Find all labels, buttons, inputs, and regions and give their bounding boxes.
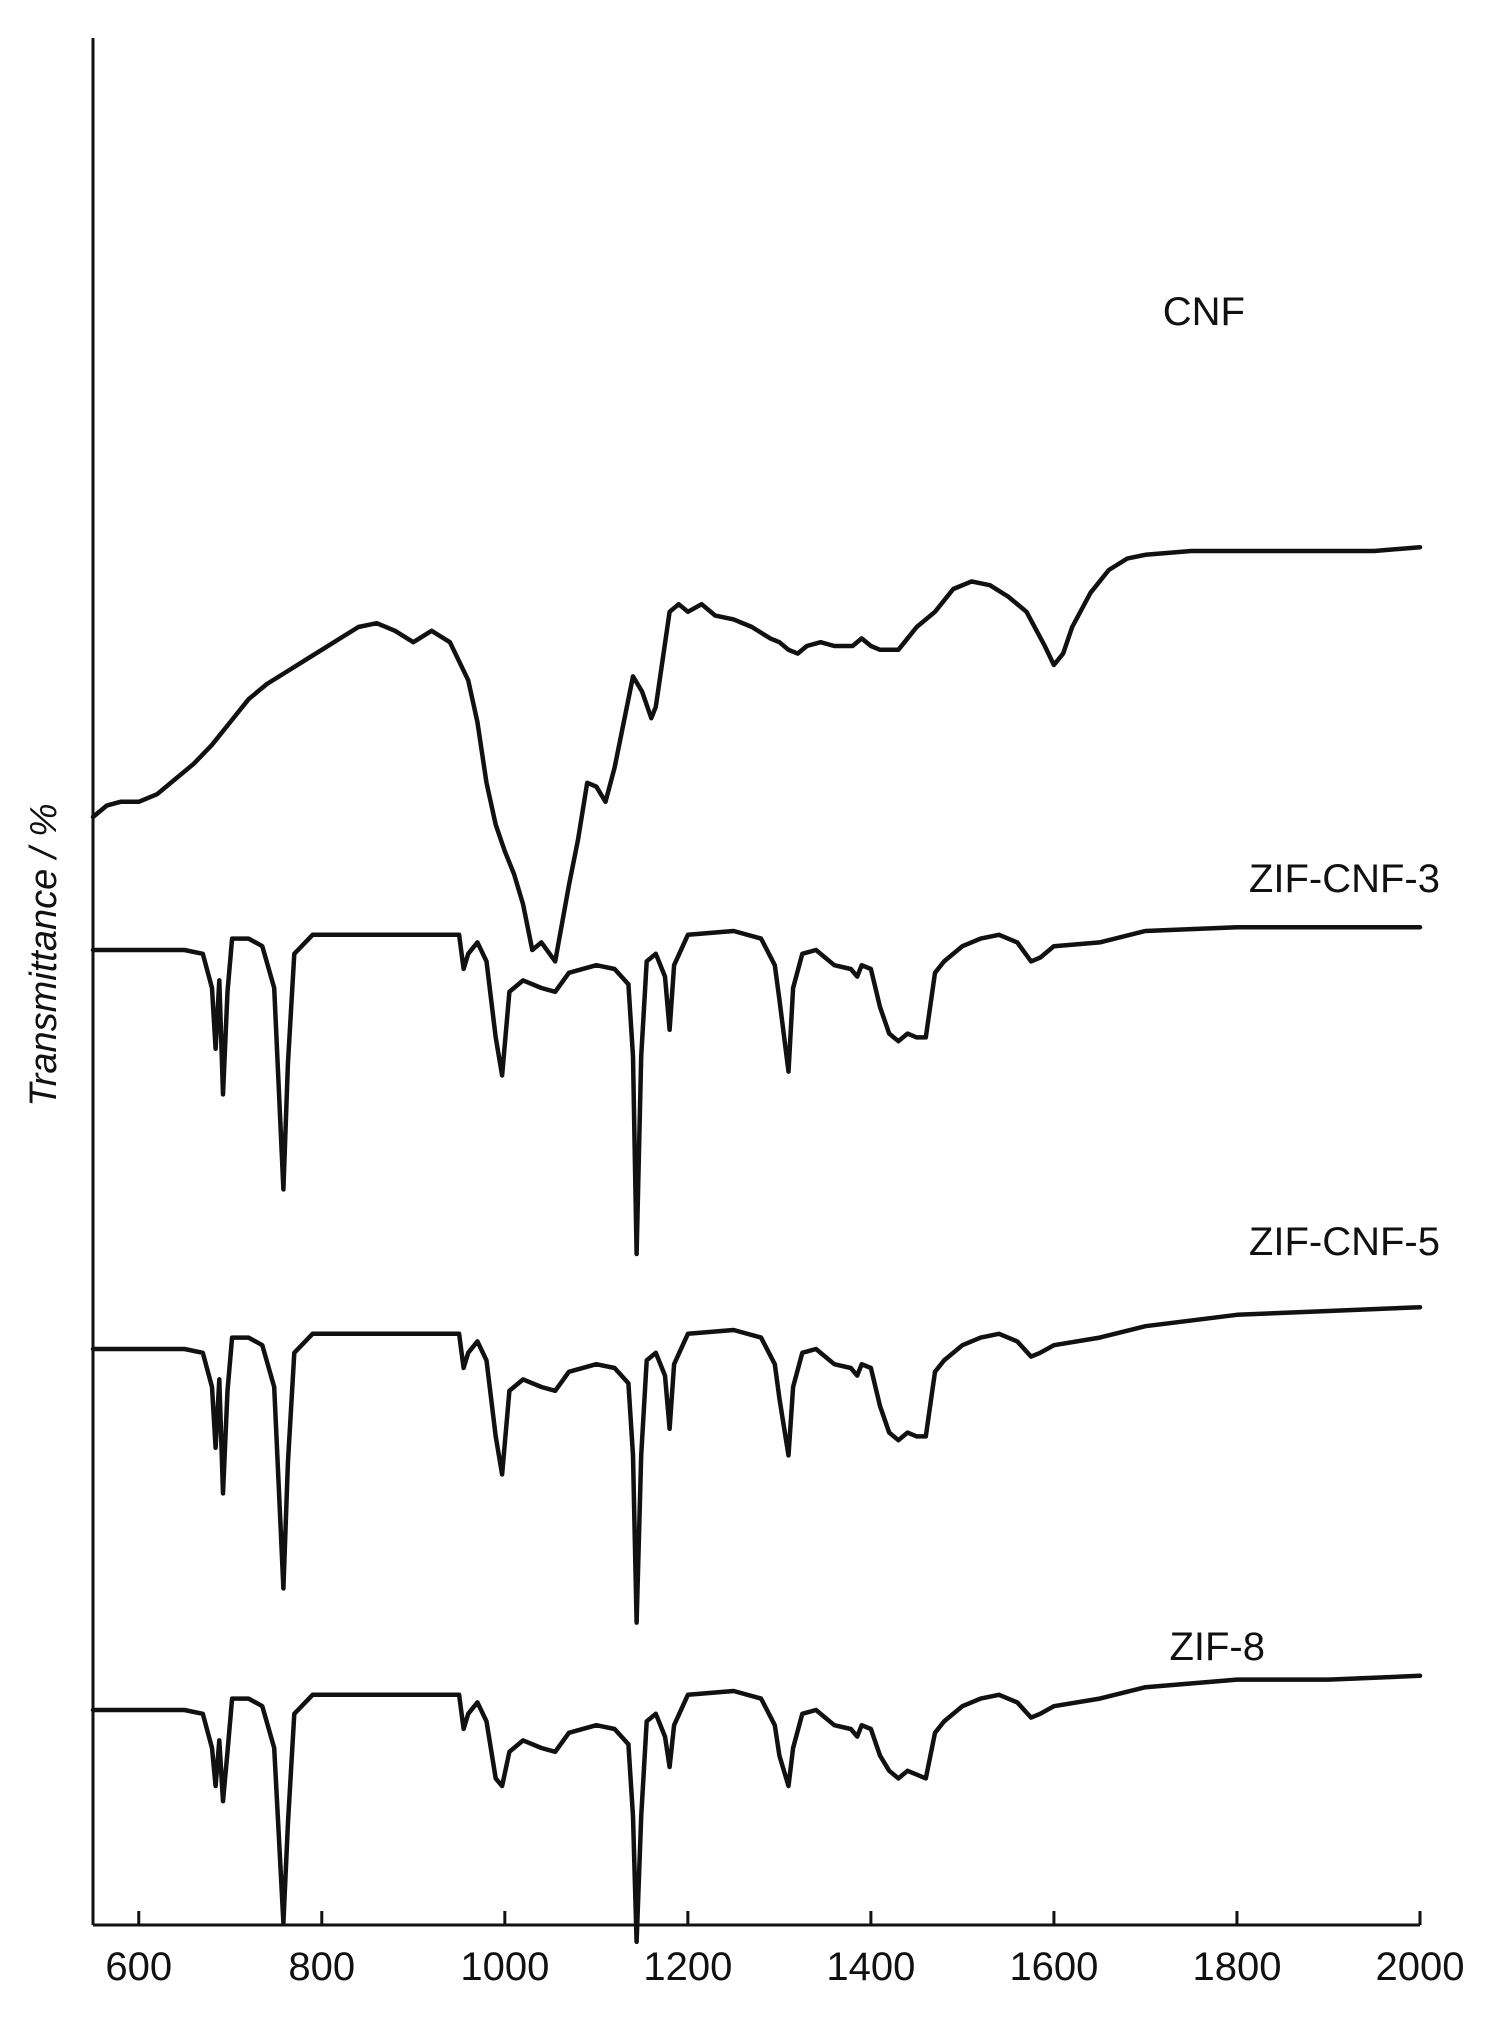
x-tick-label-600: 600 bbox=[105, 1945, 172, 1989]
x-tick-label-1400: 1400 bbox=[826, 1945, 915, 1989]
y-axis-label: Transmittance / % bbox=[23, 803, 65, 1106]
series-line-cnf bbox=[90, 544, 1423, 964]
x-tick-label-1800: 1800 bbox=[1192, 1945, 1281, 1989]
x-tick-label-1600: 1600 bbox=[1009, 1945, 1098, 1989]
x-tick-label-1200: 1200 bbox=[643, 1945, 732, 1989]
series-group: CNF ZIF-CNF-3 ZIF-CNF-5 ZIF-8 bbox=[90, 290, 1440, 1945]
x-ticks: 600 800 1000 1200 1400 1600 1800 2000 bbox=[105, 1911, 1464, 1989]
series-label-zif-cnf-5: ZIF-CNF-5 bbox=[1249, 1220, 1440, 1264]
series-label-zif-8: ZIF-8 bbox=[1169, 1625, 1265, 1669]
axes: 600 800 1000 1200 1400 1600 1800 2000 bbox=[91, 38, 1464, 1989]
x-tick-label-800: 800 bbox=[288, 1945, 355, 1989]
series-label-cnf: CNF bbox=[1163, 290, 1245, 334]
series-line-zif-cnf-3 bbox=[90, 924, 1423, 1257]
series-line-zif-8 bbox=[90, 1673, 1423, 1945]
series-line-zif-cnf-5 bbox=[90, 1304, 1423, 1625]
x-tick-label-2000: 2000 bbox=[1376, 1945, 1465, 1989]
series-label-zif-cnf-3: ZIF-CNF-3 bbox=[1249, 857, 1440, 901]
x-tick-label-1000: 1000 bbox=[460, 1945, 549, 1989]
